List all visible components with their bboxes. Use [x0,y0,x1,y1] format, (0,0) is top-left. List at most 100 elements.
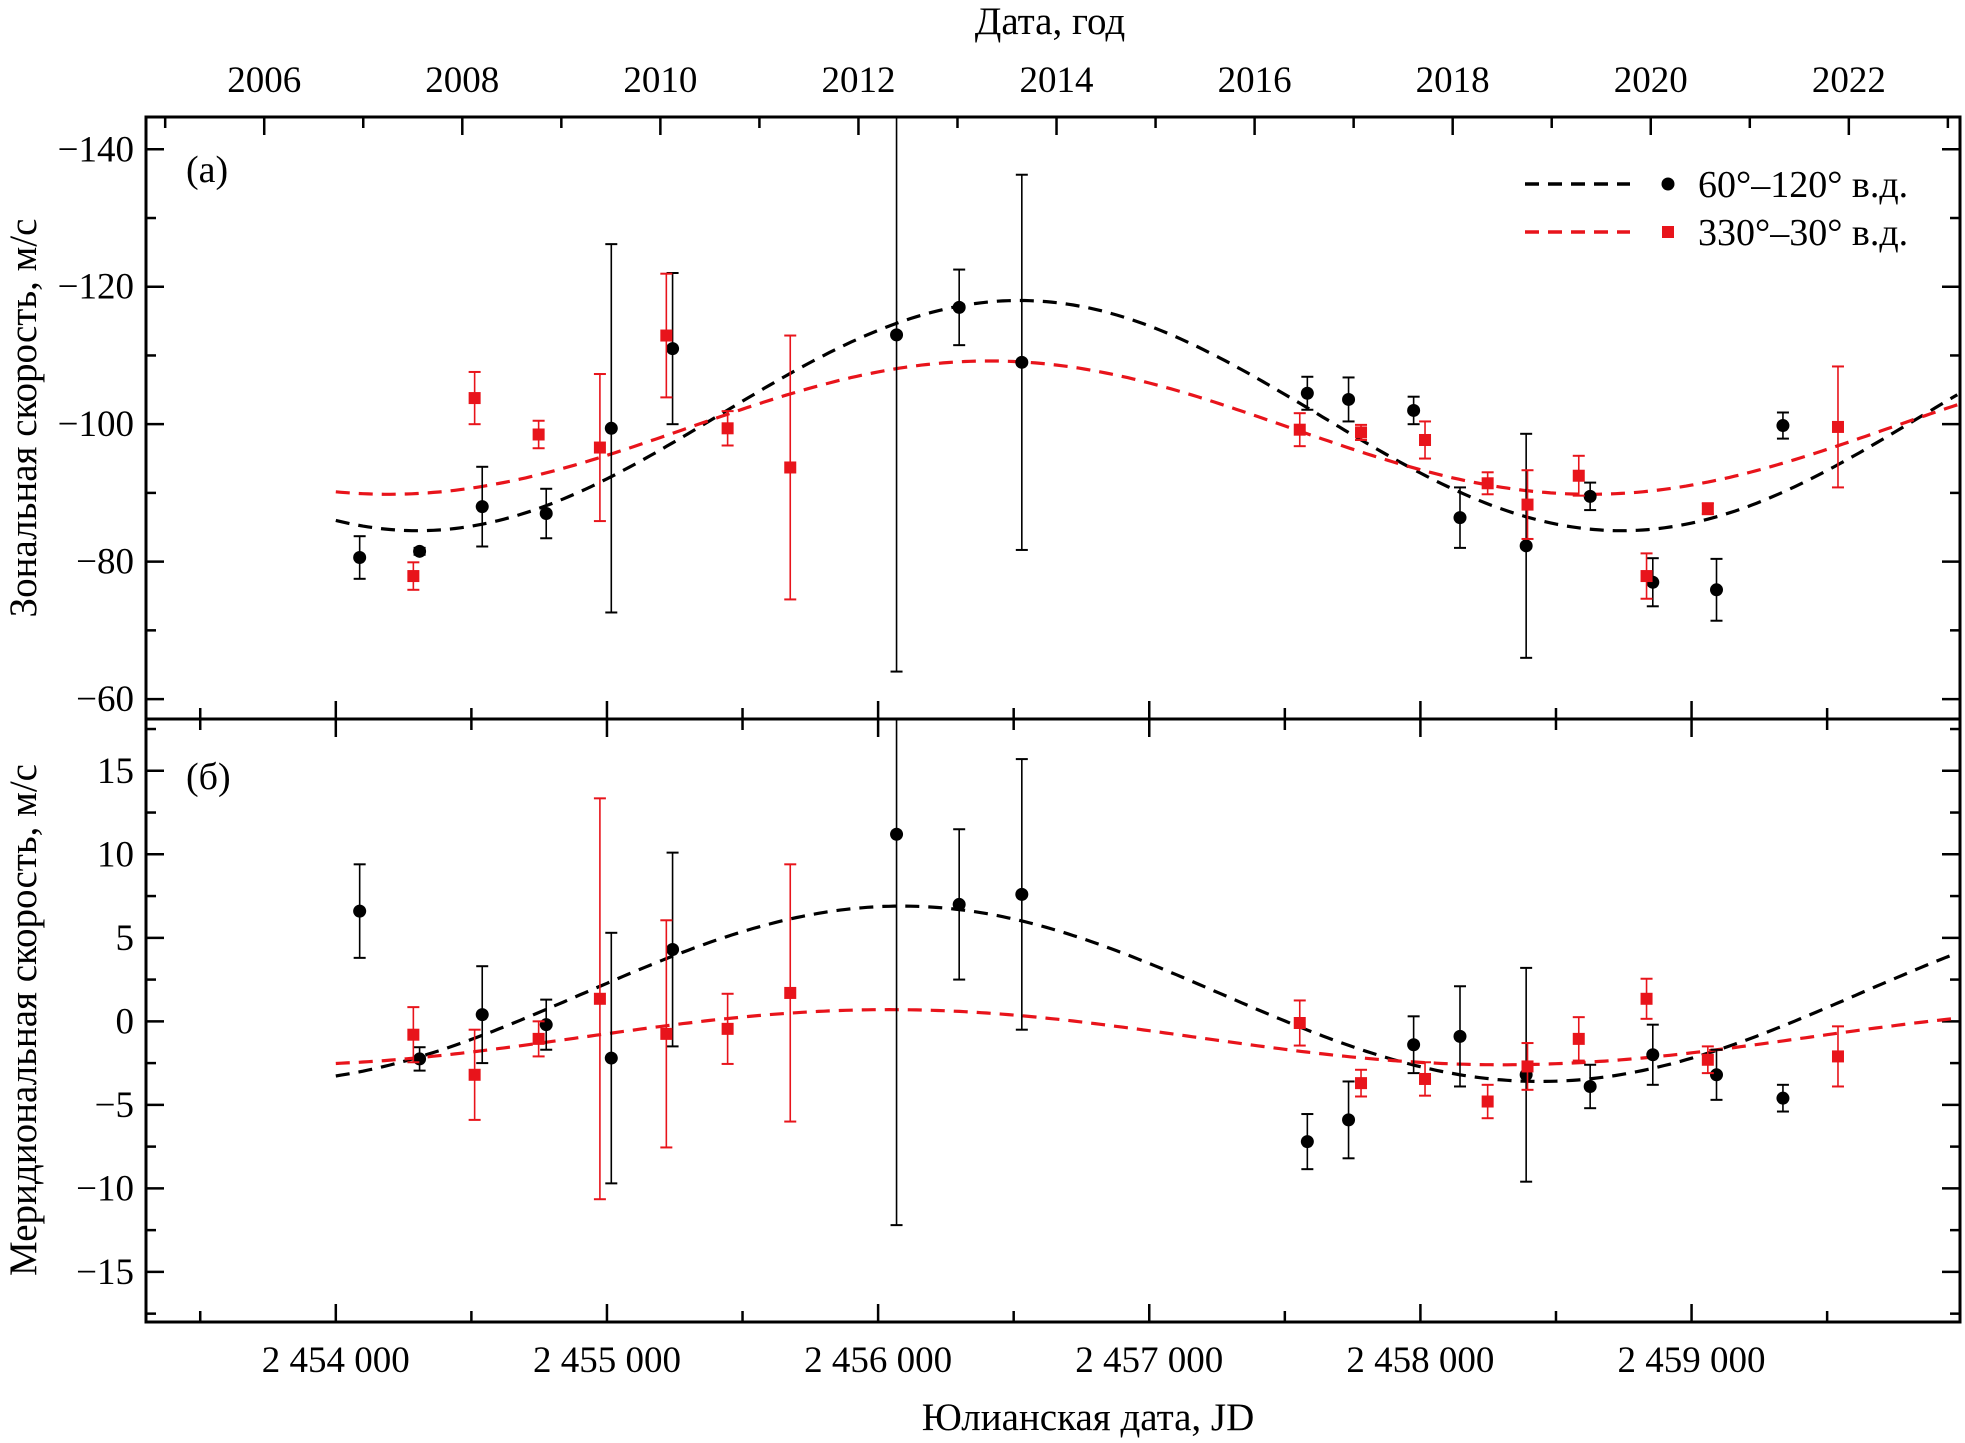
top-axis-title: Дата, год [975,0,1125,43]
data-point-square [721,422,734,435]
y-tick-label: −100 [58,404,134,445]
year-tick-label: 2008 [425,60,499,101]
panel-frame [144,717,1962,1324]
x-tick-label: 2 456 000 [804,1340,952,1381]
year-tick-label: 2006 [227,60,301,101]
bottom-axis-title: Юлианская дата, JD [922,1396,1255,1439]
data-point-square [1419,1072,1432,1085]
legend-marker-square [1662,226,1674,238]
panel-label-a: (а) [186,149,228,191]
data-point-circle [1519,539,1533,553]
year-tick-label: 2014 [1020,60,1094,101]
data-point-square [1293,423,1306,436]
data-point-square [1831,1050,1844,1063]
data-point-circle [1407,403,1421,417]
y-tick-label: 5 [116,918,135,959]
panel-b: 15 10 5 0 −5 −10 −15 [76,717,1962,1324]
data-point-circle [604,421,618,435]
year-tick-label: 2016 [1218,60,1292,101]
data-point-circle [1583,1079,1597,1093]
data-point-circle [413,544,427,558]
year-tick-label: 2022 [1812,60,1886,101]
year-tick-label: 2018 [1416,60,1490,101]
data-point-square [468,392,481,405]
fit-curve-red [335,1007,1958,1067]
y-tick-label: −140 [58,129,134,170]
data-point-square [1521,1060,1534,1073]
data-point-square [1640,992,1653,1005]
data-point-circle [1015,355,1029,369]
plot-layer: −140 −120 −100 −80 −60 15 10 5 0 −5 −10 −15 2 454 00… [58,60,1962,1381]
legend: 60°–120° в.д. 330°–30° в.д. [1525,164,1908,254]
data-point-circle [1015,887,1029,901]
y-tick-label: −120 [58,267,134,308]
data-point-square [1572,469,1585,482]
data-point-circle [1776,419,1790,433]
data-point-circle [1342,1113,1356,1127]
data-point-square [407,1028,420,1041]
data-point-square [1293,1017,1306,1030]
y-tick-label: −15 [76,1252,134,1293]
data-point-square [660,329,673,342]
data-point-circle [475,500,489,514]
bottom-panel-ylabel: Меридиональная скорость, м/с [2,764,45,1276]
data-point-square [721,1022,734,1035]
data-point-square [1419,433,1432,446]
data-point-square [407,570,420,583]
data-point-circle [1300,1135,1314,1149]
x-tick-label: 2 458 000 [1346,1340,1494,1381]
data-point-circle [475,1008,489,1022]
data-point-square [1481,1095,1494,1108]
legend-label-330-30: 330°–30° в.д. [1698,212,1908,254]
fit-curve-black [335,298,1959,533]
y-tick-label: −5 [95,1085,134,1126]
data-point-circle [666,342,680,356]
data-point-square [784,986,797,999]
x-tick-label: 2 459 000 [1618,1340,1766,1381]
data-point-circle [1453,1029,1467,1043]
data-point-square [532,1032,545,1045]
year-tick-label: 2010 [623,60,697,101]
panel-frame [144,115,1962,721]
legend-marker-circle [1661,177,1675,191]
data-point-square [1572,1032,1585,1045]
data-point-circle [1710,1068,1724,1082]
data-point-square [593,441,606,454]
data-point-circle [666,943,680,957]
y-tick-label: −80 [76,542,134,583]
panel-label-b: (б) [186,756,231,798]
data-point-circle [952,300,966,314]
data-point-square [1701,1053,1714,1066]
data-point-circle [539,1018,553,1032]
data-point-circle [890,827,904,841]
x-tick-label: 2 455 000 [533,1340,681,1381]
y-tick-label: 0 [116,1001,135,1042]
data-point-circle [604,1051,618,1065]
data-point-circle [890,328,904,342]
data-point-square [593,992,606,1005]
data-point-square [532,428,545,441]
data-point-circle [1710,583,1724,597]
top-panel-ylabel: Зональная скорость, м/с [2,219,45,618]
data-point-square [468,1068,481,1081]
x-tick-label: 2 457 000 [1075,1340,1223,1381]
x-tick-label: 2 454 000 [262,1340,410,1381]
data-point-circle [1407,1038,1421,1052]
year-tick-label: 2020 [1614,60,1688,101]
data-point-square [1701,502,1714,515]
y-tick-label: −10 [76,1168,134,1209]
fit-curve-red [335,359,1958,496]
data-point-circle [952,897,966,911]
data-point-square [660,1027,673,1040]
data-point-square [784,461,797,474]
data-point-square [1355,1077,1368,1090]
data-point-circle [1342,392,1356,406]
data-point-square [1355,426,1368,439]
y-tick-label: 10 [97,834,134,875]
data-point-square [1640,570,1653,583]
data-point-circle [353,551,367,565]
data-point-circle [1583,489,1597,503]
year-tick-label: 2012 [821,60,895,101]
data-point-circle [1646,1048,1660,1062]
